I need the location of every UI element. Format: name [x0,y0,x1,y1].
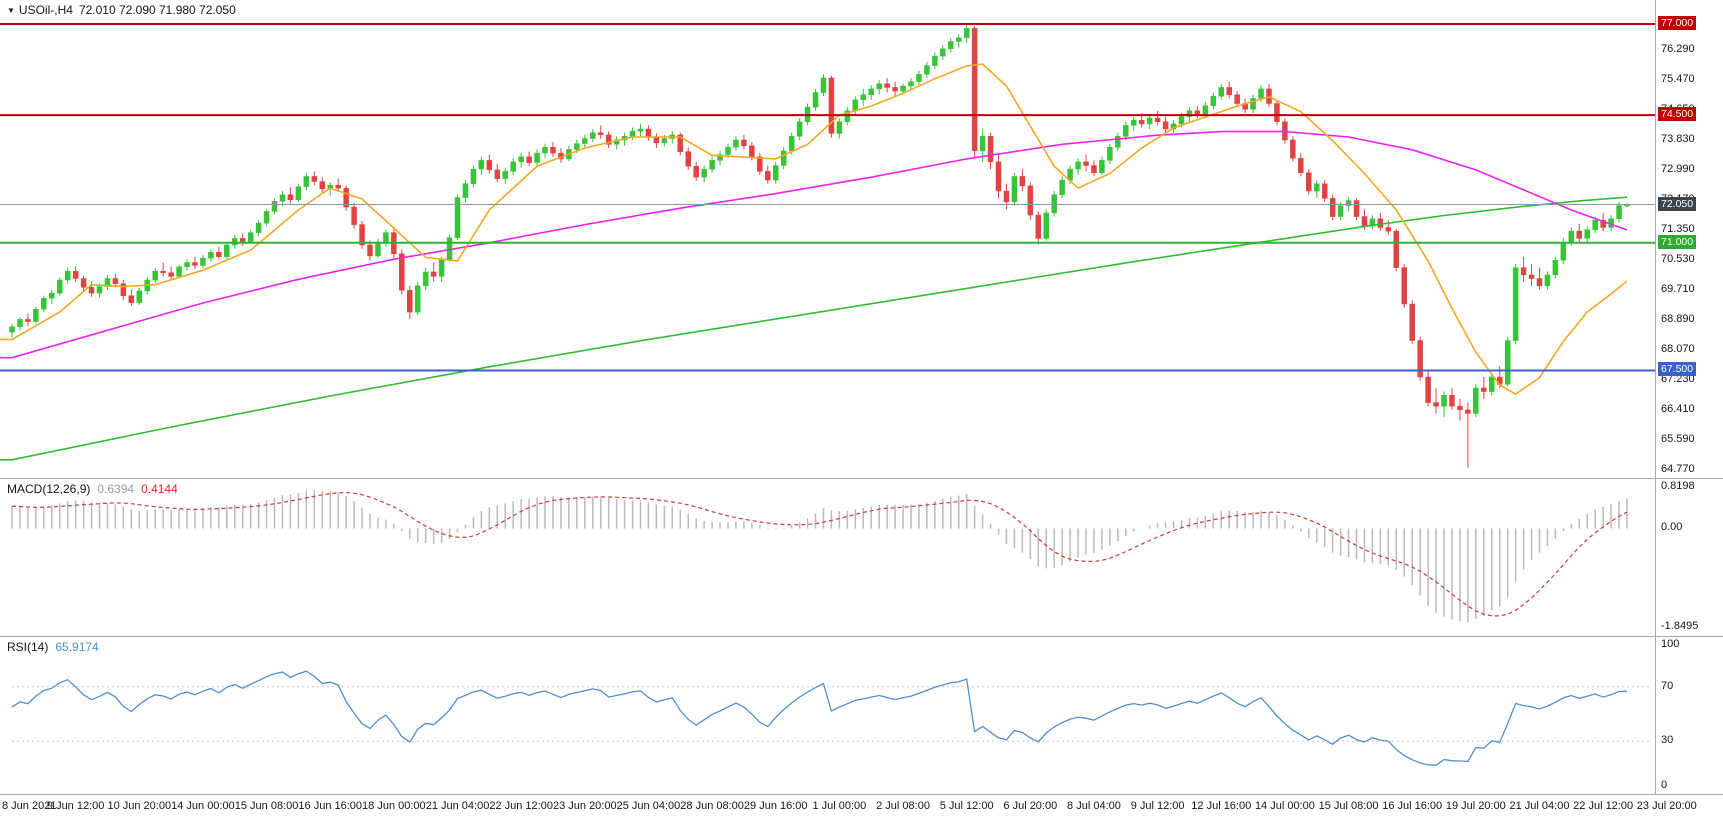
macd-label: MACD(12,26,9) [7,482,91,496]
price-line-badge: 67.500 [1658,362,1697,377]
candles [9,24,1630,469]
time-axis-label: 14 Jul 00:00 [1254,800,1315,812]
time-axis-label: 21 Jul 04:00 [1509,800,1570,812]
rsi-value: 65.9174 [55,640,99,654]
price-tick-label: 71.350 [1661,223,1695,236]
symbol-title: ▼ USOil-,H4 72.010 72.090 71.980 72.050 [7,3,236,17]
price-tick-label: 64.770 [1661,463,1695,475]
macd-main-value: 0.6394 [97,482,135,496]
time-axis-label: 15 Jul 08:00 [1318,800,1379,812]
time-axis-label: 18 Jun 00:00 [362,800,426,812]
price-tick-label: 72.990 [1661,163,1695,176]
price-tick-label: 73.830 [1661,132,1695,145]
price-line-badge: 71.000 [1658,234,1697,249]
price-tick-label: 68.070 [1661,342,1695,355]
rsi-indicator-chart[interactable] [0,636,1655,794]
price-axis[interactable]: 76.29075.47074.65073.83072.99072.17071.3… [1656,0,1723,478]
macd-axis-min-label: -1.8495 [1661,620,1699,632]
ma-slow-green [0,196,1628,461]
rsi-axis-70-label: 70 [1661,679,1674,692]
time-axis-label: 22 Jun 12:00 [489,800,553,812]
ma-fast-orange [0,63,1628,396]
panel-separator-macd[interactable] [0,478,1723,479]
time-axis-label: 8 Jul 04:00 [1067,800,1121,812]
time-axis-label: 28 Jun 08:00 [680,800,744,812]
macd-signal-line [11,491,1628,617]
price-tick-label: 76.290 [1661,42,1695,55]
time-axis-label: 14 Jun 00:00 [171,800,235,812]
macd-axis-max-label: 0.8198 [1661,480,1695,492]
rsi-label: RSI(14) [7,640,49,654]
time-axis-label: 16 Jun 16:00 [298,800,363,812]
price-line-badge: 77.000 [1658,16,1697,30]
time-axis-label: 19 Jul 20:00 [1445,800,1506,812]
time-axis-label: 25 Jun 04:00 [616,800,681,812]
rsi-axis-0-label: 0 [1661,779,1668,791]
time-axis-label: 29 Jun 16:00 [743,800,808,812]
macd-signal-value: 0.4144 [141,482,178,496]
price-tick-label: 69.710 [1661,282,1695,295]
macd-axis-zero-label: 0.00 [1661,521,1683,534]
time-axis-label: 5 Jul 12:00 [939,800,994,812]
time-axis-label: 12 Jul 16:00 [1191,800,1252,812]
rsi-axis-100-label: 100 [1661,638,1680,650]
time-axis-label: 21 Jun 04:00 [425,800,490,812]
time-axis-label: 2 Jul 08:00 [876,800,930,812]
symbol-name: USOil-,H4 [18,3,73,17]
rsi-line [11,670,1628,766]
candlestick-price-chart[interactable] [0,0,1655,478]
quote-ohlc-values: 72.010 72.090 71.980 72.050 [78,3,236,17]
rsi-axis-30-label: 30 [1661,734,1674,747]
price-line-badge: 72.050 [1658,196,1697,211]
time-axis-label: 1 Jul 00:00 [812,800,867,812]
macd-indicator-chart[interactable] [0,478,1655,636]
horizontal-price-lines [0,23,1655,372]
rsi-axis[interactable]: 100 70 30 0 [1656,636,1723,794]
time-axis-label: 8 Jun 2021 [2,800,57,812]
price-tick-label: 75.470 [1661,72,1695,85]
panel-separator-rsi[interactable] [0,636,1723,637]
time-axis-label: 10 Jun 20:00 [107,800,172,812]
macd-title: MACD(12,26,9) 0.6394 0.4144 [7,482,178,496]
time-axis-label: 23 Jul 20:00 [1636,800,1697,812]
panel-separator-time [0,794,1723,795]
time-axis-label: 22 Jul 12:00 [1573,800,1634,812]
time-axis[interactable]: 8 Jun 2021 9 Jun 12:00 10 Jun 20:00 14 Jun … [0,795,1723,838]
price-tick-label: 65.590 [1661,433,1695,446]
time-axis-label: 23 Jun 20:00 [552,800,617,812]
time-axis-label: 16 Jul 16:00 [1382,800,1443,812]
time-axis-label: 6 Jul 20:00 [1003,800,1058,812]
time-axis-label: 9 Jun 12:00 [46,800,105,812]
macd-histogram [11,490,1628,622]
time-axis-label: 15 Jun 08:00 [234,800,299,812]
price-line-badge: 74.500 [1658,107,1697,122]
price-scale-separator [1655,0,1656,794]
rsi-title: RSI(14) 65.9174 [7,640,99,654]
price-tick-label: 68.890 [1661,312,1695,325]
price-tick-label: 66.410 [1661,403,1695,416]
price-tick-label: 70.530 [1661,252,1695,265]
ma-mid-magenta [0,130,1628,359]
time-axis-label: 9 Jul 12:00 [1130,800,1185,812]
chevron-down-icon[interactable]: ▼ [7,6,15,15]
macd-axis[interactable]: 0.8198 0.00 -1.8495 [1656,478,1723,636]
